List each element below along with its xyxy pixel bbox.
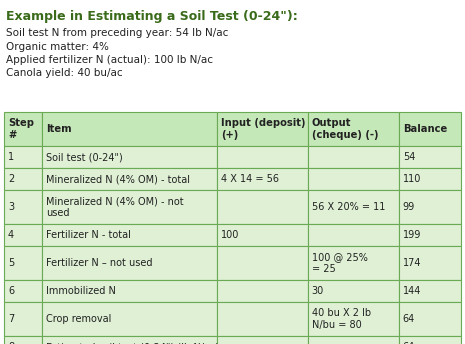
Text: Canola yield: 40 bu/ac: Canola yield: 40 bu/ac (6, 68, 123, 78)
Text: 99: 99 (403, 202, 415, 212)
Text: Soil test N from preceding year: 54 lb N/ac: Soil test N from preceding year: 54 lb N… (6, 28, 228, 38)
Bar (308, 280, 399, 302)
Bar (399, 302, 461, 336)
Text: Mineralized N (4% OM) - total: Mineralized N (4% OM) - total (46, 174, 190, 184)
Text: Immobilized N: Immobilized N (46, 286, 116, 296)
Text: Mineralized N (4% OM) - not
used: Mineralized N (4% OM) - not used (46, 196, 184, 218)
Text: 100 @ 25%
= 25: 100 @ 25% = 25 (312, 252, 368, 274)
Bar (42, 190, 217, 224)
Text: Applied fertilizer N (actual): 100 lb N/ac: Applied fertilizer N (actual): 100 lb N/… (6, 55, 213, 65)
Bar (399, 280, 461, 302)
Text: Soil test (0-24"): Soil test (0-24") (46, 152, 123, 162)
Text: 4 X 14 = 56: 4 X 14 = 56 (221, 174, 279, 184)
Bar (217, 302, 308, 336)
Bar (42, 112, 217, 146)
Text: 110: 110 (403, 174, 421, 184)
Text: 199: 199 (403, 230, 421, 240)
Bar (4, 112, 42, 146)
Text: 30: 30 (312, 286, 324, 296)
Bar (42, 280, 217, 302)
Bar (308, 168, 399, 190)
Text: 64: 64 (403, 314, 415, 324)
Bar (308, 224, 399, 246)
Text: Estimated soil test (0-24") (lb N/ac): Estimated soil test (0-24") (lb N/ac) (46, 342, 219, 344)
Bar (4, 246, 42, 280)
Bar (42, 146, 217, 168)
Bar (217, 112, 308, 146)
Text: Balance: Balance (403, 124, 447, 134)
Text: Crop removal: Crop removal (46, 314, 111, 324)
Text: 1: 1 (8, 152, 14, 162)
Bar (42, 302, 217, 336)
Bar (42, 336, 217, 344)
Bar (308, 246, 399, 280)
Text: 56 X 20% = 11: 56 X 20% = 11 (312, 202, 385, 212)
Bar (42, 246, 217, 280)
Bar (4, 280, 42, 302)
Bar (399, 246, 461, 280)
Text: 64: 64 (403, 342, 415, 344)
Text: Item: Item (46, 124, 72, 134)
Bar (308, 336, 399, 344)
Bar (4, 146, 42, 168)
Text: 54: 54 (403, 152, 415, 162)
Text: 4: 4 (8, 230, 14, 240)
Bar (217, 280, 308, 302)
Text: 5: 5 (8, 258, 14, 268)
Text: Fertilizer N - total: Fertilizer N - total (46, 230, 131, 240)
Text: 3: 3 (8, 202, 14, 212)
Bar (399, 336, 461, 344)
Bar (399, 112, 461, 146)
Bar (217, 146, 308, 168)
Text: Output
(cheque) (-): Output (cheque) (-) (312, 118, 378, 140)
Bar (217, 246, 308, 280)
Text: Input (deposit)
(+): Input (deposit) (+) (221, 118, 305, 140)
Bar (4, 302, 42, 336)
Bar (4, 190, 42, 224)
Text: 7: 7 (8, 314, 14, 324)
Bar (217, 190, 308, 224)
Bar (308, 190, 399, 224)
Text: 144: 144 (403, 286, 421, 296)
Bar (399, 190, 461, 224)
Text: 40 bu X 2 lb
N/bu = 80: 40 bu X 2 lb N/bu = 80 (312, 308, 371, 330)
Text: 6: 6 (8, 286, 14, 296)
Text: Organic matter: 4%: Organic matter: 4% (6, 42, 109, 52)
Text: 2: 2 (8, 174, 14, 184)
Bar (399, 168, 461, 190)
Text: 100: 100 (221, 230, 239, 240)
Bar (4, 168, 42, 190)
Bar (217, 336, 308, 344)
Bar (217, 168, 308, 190)
Text: Fertilizer N – not used: Fertilizer N – not used (46, 258, 153, 268)
Bar (42, 224, 217, 246)
Bar (42, 168, 217, 190)
Text: 8: 8 (8, 342, 14, 344)
Bar (399, 146, 461, 168)
Text: 174: 174 (403, 258, 421, 268)
Bar (4, 224, 42, 246)
Bar (217, 224, 308, 246)
Bar (308, 302, 399, 336)
Text: Example in Estimating a Soil Test (0-24"):: Example in Estimating a Soil Test (0-24"… (6, 10, 298, 23)
Bar (308, 112, 399, 146)
Bar (399, 224, 461, 246)
Bar (308, 146, 399, 168)
Text: Step
#: Step # (8, 118, 34, 140)
Bar (4, 336, 42, 344)
